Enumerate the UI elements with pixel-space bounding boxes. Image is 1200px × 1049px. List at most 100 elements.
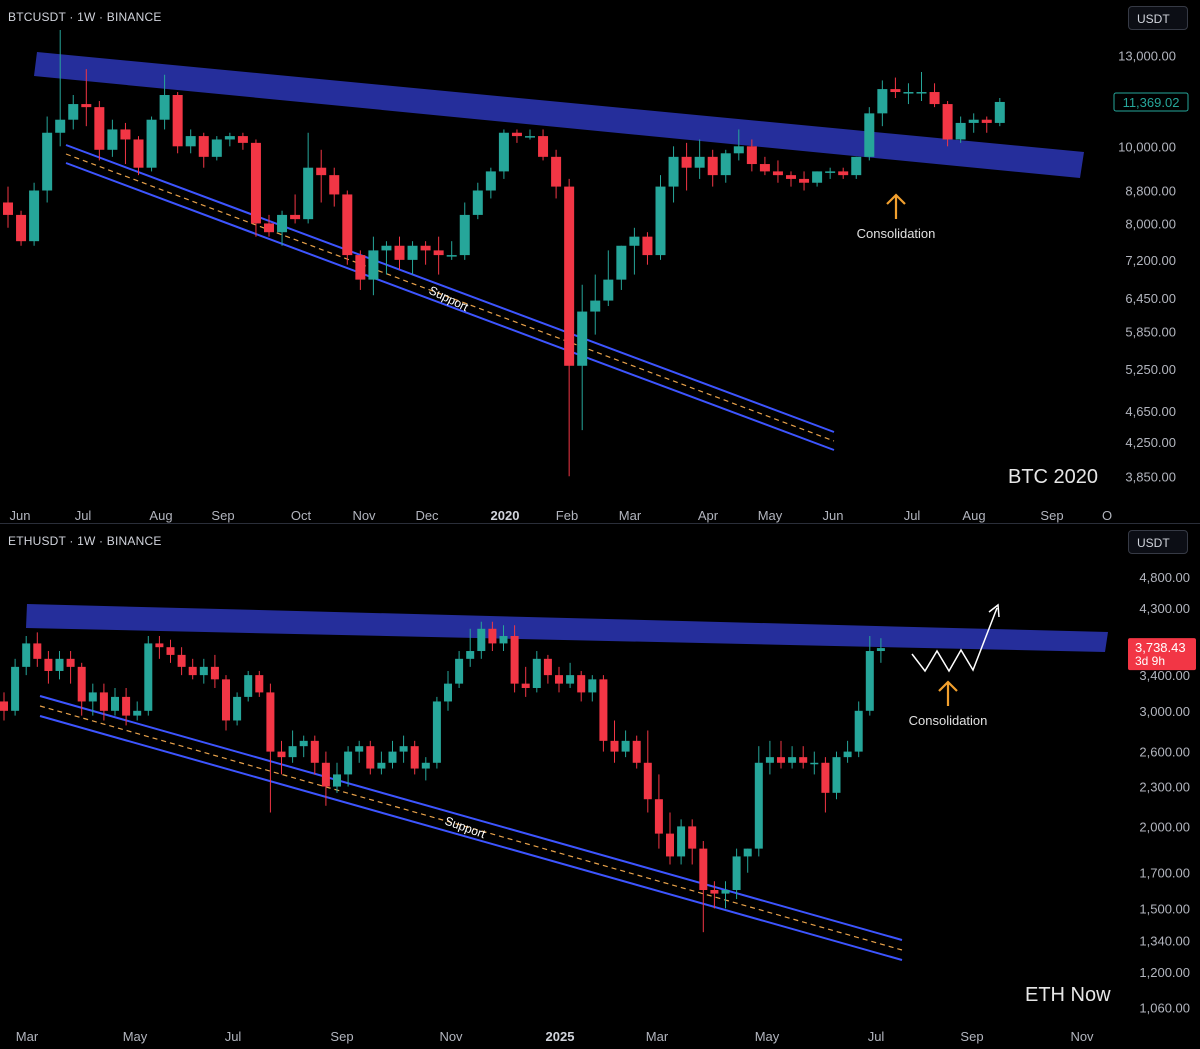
candle-body xyxy=(854,710,863,752)
candle-body xyxy=(432,701,441,763)
y-tick-label: 4,800.00 xyxy=(1139,570,1190,585)
candle-body xyxy=(538,136,549,157)
candle-body xyxy=(344,751,353,775)
candle-body xyxy=(388,751,397,763)
candle-body xyxy=(511,132,522,137)
btc-chart-caption: BTC 2020 xyxy=(1008,466,1099,488)
y-tick-label: 1,060.00 xyxy=(1139,1000,1190,1015)
x-tick-label: Nov xyxy=(1070,1029,1094,1044)
x-tick-label: Jul xyxy=(868,1029,885,1044)
x-tick-label: Jun xyxy=(823,508,844,523)
x-tick-label: Sep xyxy=(211,508,234,523)
y-tick-label: 4,300.00 xyxy=(1139,601,1190,616)
support-channel-lower xyxy=(65,162,835,451)
y-tick-label: 8,800.00 xyxy=(1125,183,1176,198)
candle-body xyxy=(237,136,248,143)
y-tick-label: 1,700.00 xyxy=(1139,866,1190,881)
btc-currency-button[interactable]: USDT xyxy=(1128,6,1188,30)
candle-body xyxy=(677,826,686,857)
candle-body xyxy=(654,799,663,834)
candle-body xyxy=(632,740,641,763)
candle-body xyxy=(754,762,763,849)
candle-body xyxy=(172,95,183,147)
candle-body xyxy=(955,122,966,140)
x-tick-label: Sep xyxy=(330,1029,353,1044)
candle-body xyxy=(929,92,940,105)
candle-body xyxy=(810,762,819,765)
candle-body xyxy=(466,651,475,659)
candle-body xyxy=(455,658,464,684)
candle-body xyxy=(864,113,875,157)
candle-body xyxy=(355,255,366,280)
x-tick-label: Feb xyxy=(556,508,578,523)
eth-currency-button[interactable]: USDT xyxy=(1128,530,1188,554)
candle-body xyxy=(321,762,330,787)
y-tick-label: 1,500.00 xyxy=(1139,901,1190,916)
candle-body xyxy=(133,139,144,168)
y-tick-label: 5,250.00 xyxy=(1125,362,1176,377)
candle-body xyxy=(942,104,953,140)
x-tick-label: 2025 xyxy=(546,1029,575,1044)
candle-body xyxy=(610,740,619,752)
candle-body xyxy=(765,757,774,763)
candle-body xyxy=(244,675,253,697)
candle-body xyxy=(733,146,744,154)
candle-body xyxy=(688,826,697,849)
candle-body xyxy=(224,136,235,140)
candle-body xyxy=(843,751,852,758)
candle-body xyxy=(588,679,597,693)
eth-symbol-label[interactable]: ETHUSDT · 1W · BINANCE xyxy=(8,534,162,548)
candle-body xyxy=(44,658,53,671)
last-price-tag xyxy=(1128,638,1196,671)
x-tick-label: 2020 xyxy=(491,508,520,523)
y-tick-label: 6,450.00 xyxy=(1125,291,1176,306)
candle-body xyxy=(564,186,575,366)
candle-body xyxy=(707,156,718,176)
candle-body xyxy=(681,156,692,168)
candle-body xyxy=(333,774,341,787)
candle-body xyxy=(88,692,97,702)
candle-body xyxy=(485,171,496,191)
last-price-value: 11,369.02 xyxy=(1123,95,1180,110)
candle-body xyxy=(185,136,196,147)
candle-body xyxy=(144,643,153,711)
candle-body xyxy=(310,740,319,763)
candle-body xyxy=(133,710,142,716)
candle-body xyxy=(521,683,530,688)
x-tick-label: O xyxy=(1102,508,1112,523)
support-channel-upper xyxy=(39,695,903,941)
candle-body xyxy=(566,675,575,684)
candle-body xyxy=(407,245,418,260)
y-tick-label: 1,340.00 xyxy=(1139,934,1190,949)
candle-body xyxy=(366,746,375,769)
candle-body xyxy=(666,833,674,857)
candle-body xyxy=(577,311,588,366)
x-tick-label: Sep xyxy=(1040,508,1063,523)
x-tick-label: May xyxy=(123,1029,148,1044)
panel-divider[interactable] xyxy=(0,523,1200,524)
y-tick-label: 4,250.00 xyxy=(1125,435,1176,450)
btc-symbol-label[interactable]: BTCUSDT · 1W · BINANCE xyxy=(8,10,162,24)
consolidation-arrow-icon xyxy=(938,680,958,706)
y-tick-label: 13,000.00 xyxy=(1118,49,1176,64)
candle-body xyxy=(264,223,274,233)
candle-body xyxy=(99,692,108,711)
candle-body xyxy=(22,643,31,667)
candle-body xyxy=(290,214,301,220)
y-tick-label: 7,200.00 xyxy=(1125,253,1176,268)
x-tick-label: Aug xyxy=(149,508,172,523)
candle-body xyxy=(159,95,170,120)
candle-body xyxy=(42,132,53,191)
x-tick-label: Apr xyxy=(698,508,719,523)
candle-body xyxy=(250,142,261,224)
candle-body xyxy=(799,757,808,763)
candle-body xyxy=(555,675,563,684)
candle-body xyxy=(233,696,242,721)
x-tick-label: Jun xyxy=(10,508,31,523)
candle-body xyxy=(890,89,901,93)
candle-body xyxy=(510,636,519,684)
candle-body xyxy=(916,92,927,94)
candle-body xyxy=(812,171,823,183)
candle-body xyxy=(81,104,92,108)
last-price-value: 3,738.43 xyxy=(1135,640,1186,655)
